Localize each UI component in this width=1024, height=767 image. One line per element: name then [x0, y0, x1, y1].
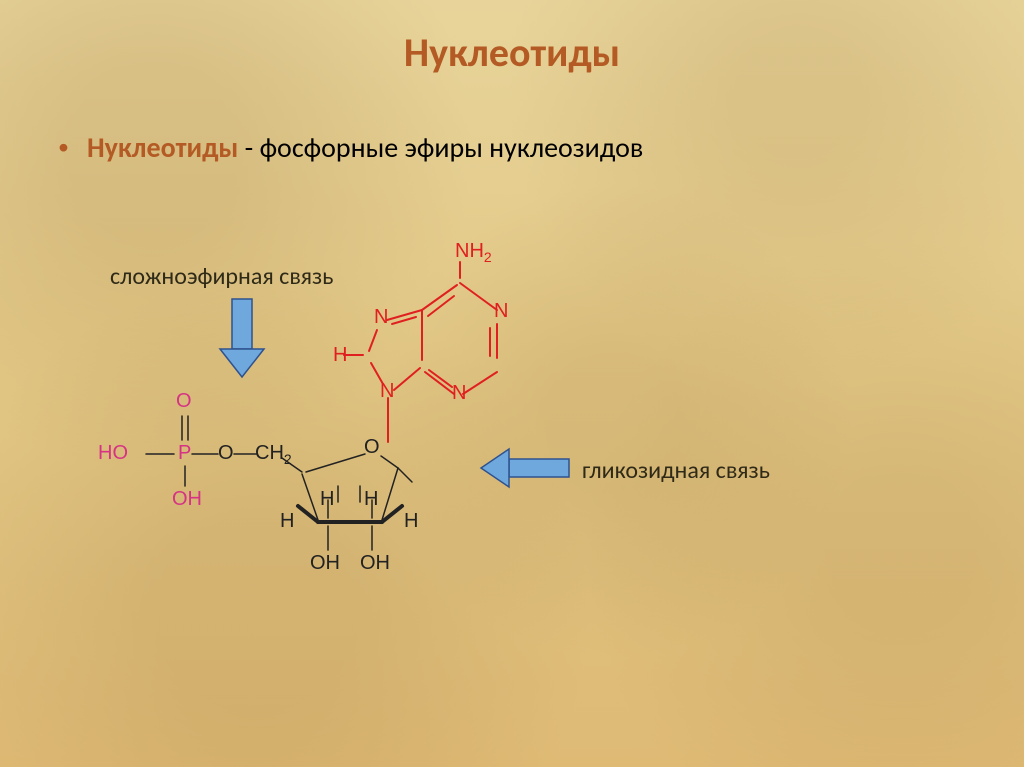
slide-title: Нуклеотиды: [0, 28, 1024, 77]
n-label-3: N: [374, 306, 388, 329]
h-c2-in: H: [364, 488, 378, 511]
label-ester: сложноэфирная связь: [110, 262, 333, 291]
h-c3-in: H: [320, 488, 334, 511]
bullet-rest: - фосфорные эфиры нуклеозидов: [238, 130, 643, 165]
ch-label: H: [333, 344, 347, 367]
ch2-label: CH2: [255, 442, 292, 467]
p-doubleO: O: [176, 390, 192, 413]
bullet-row: • Нуклеотиды - фосфорные эфиры нуклеозид…: [58, 130, 643, 165]
nh2-label: NH2: [455, 240, 492, 265]
sugar-phosphate: [90, 374, 490, 634]
oh-down: OH: [172, 488, 202, 511]
ring-O: O: [364, 436, 380, 459]
arrow-ester: [212, 295, 272, 385]
label-glyco: гликозидная связь: [582, 456, 770, 485]
slide: Нуклеотиды • Нуклеотиды - фосфорные эфир…: [0, 0, 1024, 767]
h-c1: H: [404, 510, 418, 533]
bullet-term: Нуклеотиды: [87, 130, 238, 165]
h-c4: H: [280, 510, 294, 533]
title-text: Нуклеотиды: [404, 28, 620, 77]
ester-O: O: [218, 442, 234, 465]
bullet-dot: •: [58, 130, 69, 164]
oh-c2: OH: [360, 552, 390, 575]
ho-label: HO: [98, 442, 128, 465]
p-label: P: [178, 442, 191, 465]
bullet-text: Нуклеотиды - фосфорные эфиры нуклеозидов: [87, 130, 643, 165]
n-label-1: N: [494, 300, 508, 323]
oh-c3: OH: [310, 552, 340, 575]
